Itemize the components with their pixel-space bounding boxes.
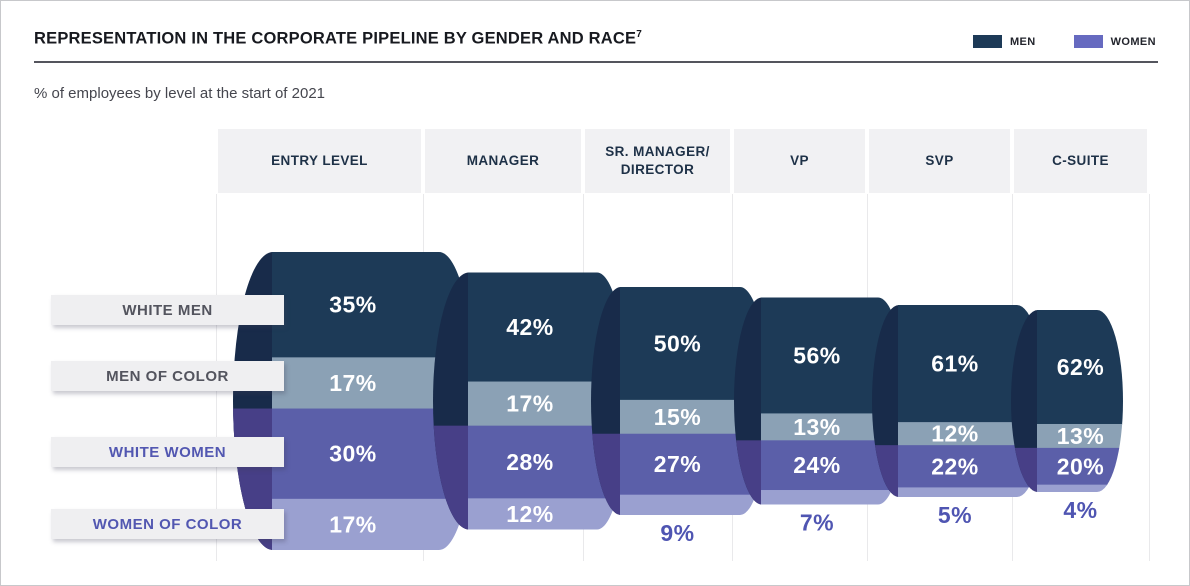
segment-value-label-c-suite-women-of-color: 4%	[1063, 497, 1097, 523]
segment-value-label-manager-white-women: 28%	[506, 449, 554, 475]
page-title-text: REPRESENTATION IN THE CORPORATE PIPELINE…	[34, 29, 637, 48]
segment-value-label-sr-manager-director-white-women: 27%	[654, 451, 702, 477]
segment-value-label-sr-manager-director-women-of-color: 9%	[660, 520, 694, 546]
legend-label: MEN	[1009, 35, 1036, 48]
column-header-svp: SVP	[869, 129, 1010, 193]
page-title: REPRESENTATION IN THE CORPORATE PIPELINE…	[34, 29, 642, 49]
segment-white-women	[1037, 447, 1123, 486]
cylinder-c-suite	[1011, 310, 1123, 492]
column-headers: ENTRY LEVEL MANAGER SR. MANAGER/ DIRECTOR V…	[1, 129, 1189, 193]
title-divider-rule	[34, 61, 1158, 63]
segment-women-of-color	[898, 487, 1044, 497]
segment-value-label-entry-level-white-men: 35%	[329, 292, 377, 318]
segment-value-label-svp-men-of-color: 12%	[931, 421, 979, 447]
legend-swatch-women	[1073, 35, 1103, 48]
segment-value-label-sr-manager-director-white-men: 50%	[654, 330, 702, 356]
segment-value-label-c-suite-white-women: 20%	[1057, 453, 1105, 479]
column-header-c-suite: C-SUITE	[1014, 129, 1147, 193]
segment-white-men	[1037, 310, 1123, 425]
segment-men-of-color	[898, 422, 1044, 446]
legend-swatch-men	[972, 35, 1002, 48]
segment-value-label-svp-white-women: 22%	[931, 453, 979, 479]
segment-value-label-manager-women-of-color: 12%	[506, 501, 554, 527]
column-header-entry-level: ENTRY LEVEL	[218, 129, 421, 193]
legend-item-women: WOMEN	[1073, 35, 1156, 48]
legend: MEN WOMEN	[972, 35, 1156, 48]
segment-value-label-vp-white-women: 24%	[793, 452, 841, 478]
segment-value-label-c-suite-men-of-color: 13%	[1057, 423, 1105, 449]
segment-value-label-c-suite-white-men: 62%	[1057, 354, 1105, 380]
segment-value-label-entry-level-men-of-color: 17%	[329, 370, 377, 396]
legend-item-men: MEN	[972, 35, 1036, 48]
legend-label: WOMEN	[1110, 35, 1156, 48]
row-label-white-men: WHITE MEN	[51, 295, 284, 325]
segment-women-of-color	[272, 498, 475, 550]
segment-women-of-color	[1037, 484, 1123, 492]
segment-value-label-manager-men-of-color: 17%	[506, 391, 554, 417]
value-labels: 35% 17% 30% 17% 42% 17% 28% 12% 50% 15% 27% 9% 56% 13…	[329, 292, 1104, 546]
segment-men-of-color	[1037, 423, 1123, 449]
column-header-vp: VP	[734, 129, 865, 193]
segment-women-of-color	[620, 494, 768, 515]
row-label-women-of-color: WOMEN OF COLOR	[51, 509, 284, 539]
title-footnote: 7	[636, 29, 642, 40]
row-label-men-of-color: MEN OF COLOR	[51, 361, 284, 391]
segment-value-label-vp-white-men: 56%	[793, 342, 841, 368]
column-header-manager: MANAGER	[425, 129, 581, 193]
segment-value-label-vp-men-of-color: 13%	[793, 414, 841, 440]
chart-subtitle: % of employees by level at the start of …	[34, 85, 325, 102]
segment-women-of-color	[761, 490, 905, 505]
segment-value-label-entry-level-women-of-color: 17%	[329, 511, 377, 537]
segment-women-of-color	[468, 498, 627, 530]
segment-value-label-manager-white-men: 42%	[506, 314, 554, 340]
segment-value-label-entry-level-white-women: 30%	[329, 441, 377, 467]
segment-value-label-sr-manager-director-men-of-color: 15%	[654, 404, 702, 430]
segment-value-label-vp-women-of-color: 7%	[800, 510, 834, 536]
segment-value-label-svp-women-of-color: 5%	[938, 502, 972, 528]
segment-value-label-svp-white-men: 61%	[931, 351, 979, 377]
row-label-white-women: WHITE WOMEN	[51, 437, 284, 467]
column-header-sr-manager-director: SR. MANAGER/ DIRECTOR	[585, 129, 730, 193]
